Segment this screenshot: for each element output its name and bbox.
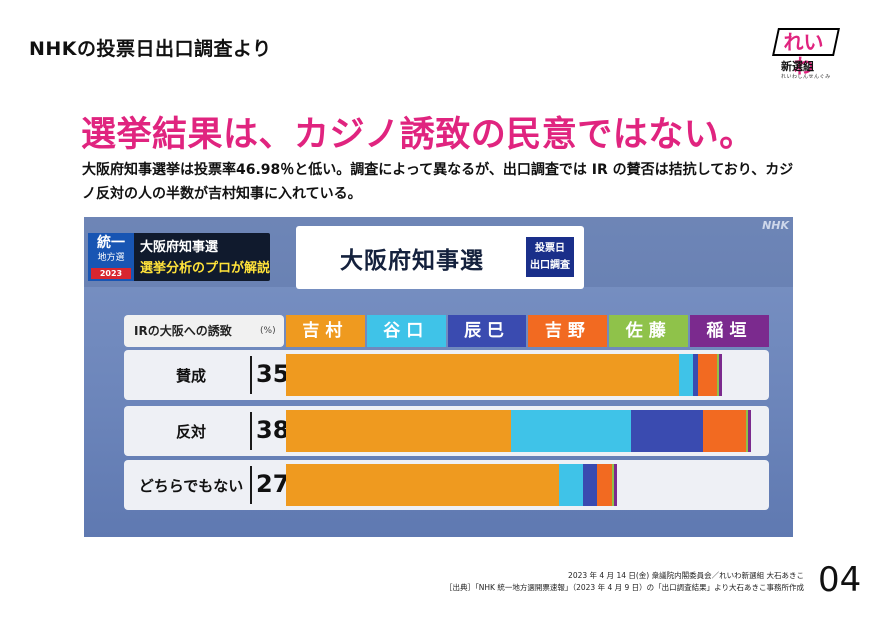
nhk-watermark: NHK (762, 219, 789, 232)
legend-candidate-5: 佐藤 (609, 315, 689, 347)
bar-segment-辰巳 (630, 410, 703, 452)
stacked-bar (286, 410, 765, 452)
bar-segment-谷口 (559, 464, 583, 506)
chart-title: 大阪府知事選 (340, 248, 484, 274)
bar-segment-辰巳 (693, 354, 698, 396)
chart-row: 反対 38 (124, 406, 769, 456)
row-divider (250, 412, 252, 450)
legend-candidate-6: 稲垣 (690, 315, 769, 347)
bar-segment-谷口 (678, 354, 694, 396)
tv-screenshot: NHK 統一 地方選 2023 大阪府知事選 選挙分析のプロが解説 大阪府知事選… (84, 217, 793, 537)
bar-segment-佐藤 (611, 464, 615, 506)
bar-segment-稲垣 (747, 410, 751, 452)
source-line1: 2023 年 4 月 14 日(金) 衆議院内閣委員会／れいわ新選組 大石あきこ (568, 571, 804, 580)
candidate-legend: 吉村 谷口 辰巳 吉野 佐藤 稲垣 (286, 315, 769, 347)
legend-candidate-4: 吉野 (528, 315, 608, 347)
chart-title-box: 大阪府知事選 投票日 出口調査 (296, 226, 584, 289)
bar-segment-吉村 (286, 464, 560, 506)
headline: 選挙結果は、カジノ誘致の民意ではない。 (81, 115, 755, 155)
legend-candidate-2: 谷口 (366, 315, 446, 347)
bar-segment-吉村 (286, 354, 679, 396)
badge-line2: 地方選 (97, 253, 125, 263)
stacked-bar (286, 354, 765, 396)
badge-title: 大阪府知事選 (140, 240, 219, 255)
row-divider (250, 466, 252, 504)
bar-segment-辰巳 (582, 464, 598, 506)
chart-row: 賛成 35 (124, 350, 769, 400)
question-label: IRの大阪への誘致 (134, 324, 232, 338)
reiwa-logo: れいわ 新選組 れいわしんせんぐみ (769, 26, 851, 84)
category-share-label: 35 (256, 360, 290, 388)
stacked-bar (286, 464, 765, 506)
bar-segment-吉村 (286, 410, 512, 452)
legend-candidate-1: 吉村 (286, 315, 365, 347)
logo-sub: 新選組 (781, 60, 814, 73)
bar-segment-稲垣 (614, 464, 617, 506)
badge-subtitle: 選挙分析のプロが解説 (140, 261, 271, 276)
category-label: 反対 (175, 423, 206, 441)
source-note: 2023 年 4 月 14 日(金) 衆議院内閣委員会／れいわ新選組 大石あきこ… (445, 570, 804, 594)
badge-line1: 統一 (97, 235, 125, 251)
exit-poll-line2: 出口調査 (530, 260, 570, 271)
category-share-label: 27 (256, 470, 290, 498)
page-number: 04 (818, 560, 862, 600)
logo-mark: れいわ (772, 28, 840, 78)
bar-segment-佐藤 (745, 410, 748, 452)
page-header-title: NHKの投票日出口調査より (29, 38, 272, 60)
source-line2: ［出典］「NHK 統一地方選開票速報」（2023 年 4 月 9 日）の「出口調… (445, 583, 804, 592)
bar-segment-稲垣 (719, 354, 722, 396)
bar-segment-吉野 (697, 354, 718, 396)
bar-segment-谷口 (511, 410, 631, 452)
bar-segment-吉野 (597, 464, 612, 506)
logo-tiny: れいわしんせんぐみ (781, 74, 831, 80)
unit-label: (%) (260, 326, 276, 336)
chart-row: どちらでもない 27 (124, 460, 769, 510)
category-share-label: 38 (256, 416, 290, 444)
category-label: どちらでもない (138, 477, 244, 495)
row-divider (250, 356, 252, 394)
category-label: 賛成 (175, 367, 206, 385)
bar-segment-吉野 (702, 410, 746, 452)
question-header: IRの大阪への誘致 (%) (124, 315, 284, 347)
bar-segment-佐藤 (717, 354, 720, 396)
exit-poll-badge: 投票日 出口調査 (524, 235, 576, 279)
badge-left: 統一 地方選 2023 (88, 233, 134, 281)
description: 大阪府知事選挙は投票率46.98％と低い。調査によって異なるが、出口調査では I… (82, 162, 794, 202)
legend-candidate-3: 辰巳 (447, 315, 527, 347)
exit-poll-line1: 投票日 (535, 243, 565, 254)
badge-year: 2023 (91, 268, 131, 279)
program-badge: 統一 地方選 2023 大阪府知事選 選挙分析のプロが解説 (88, 233, 270, 281)
